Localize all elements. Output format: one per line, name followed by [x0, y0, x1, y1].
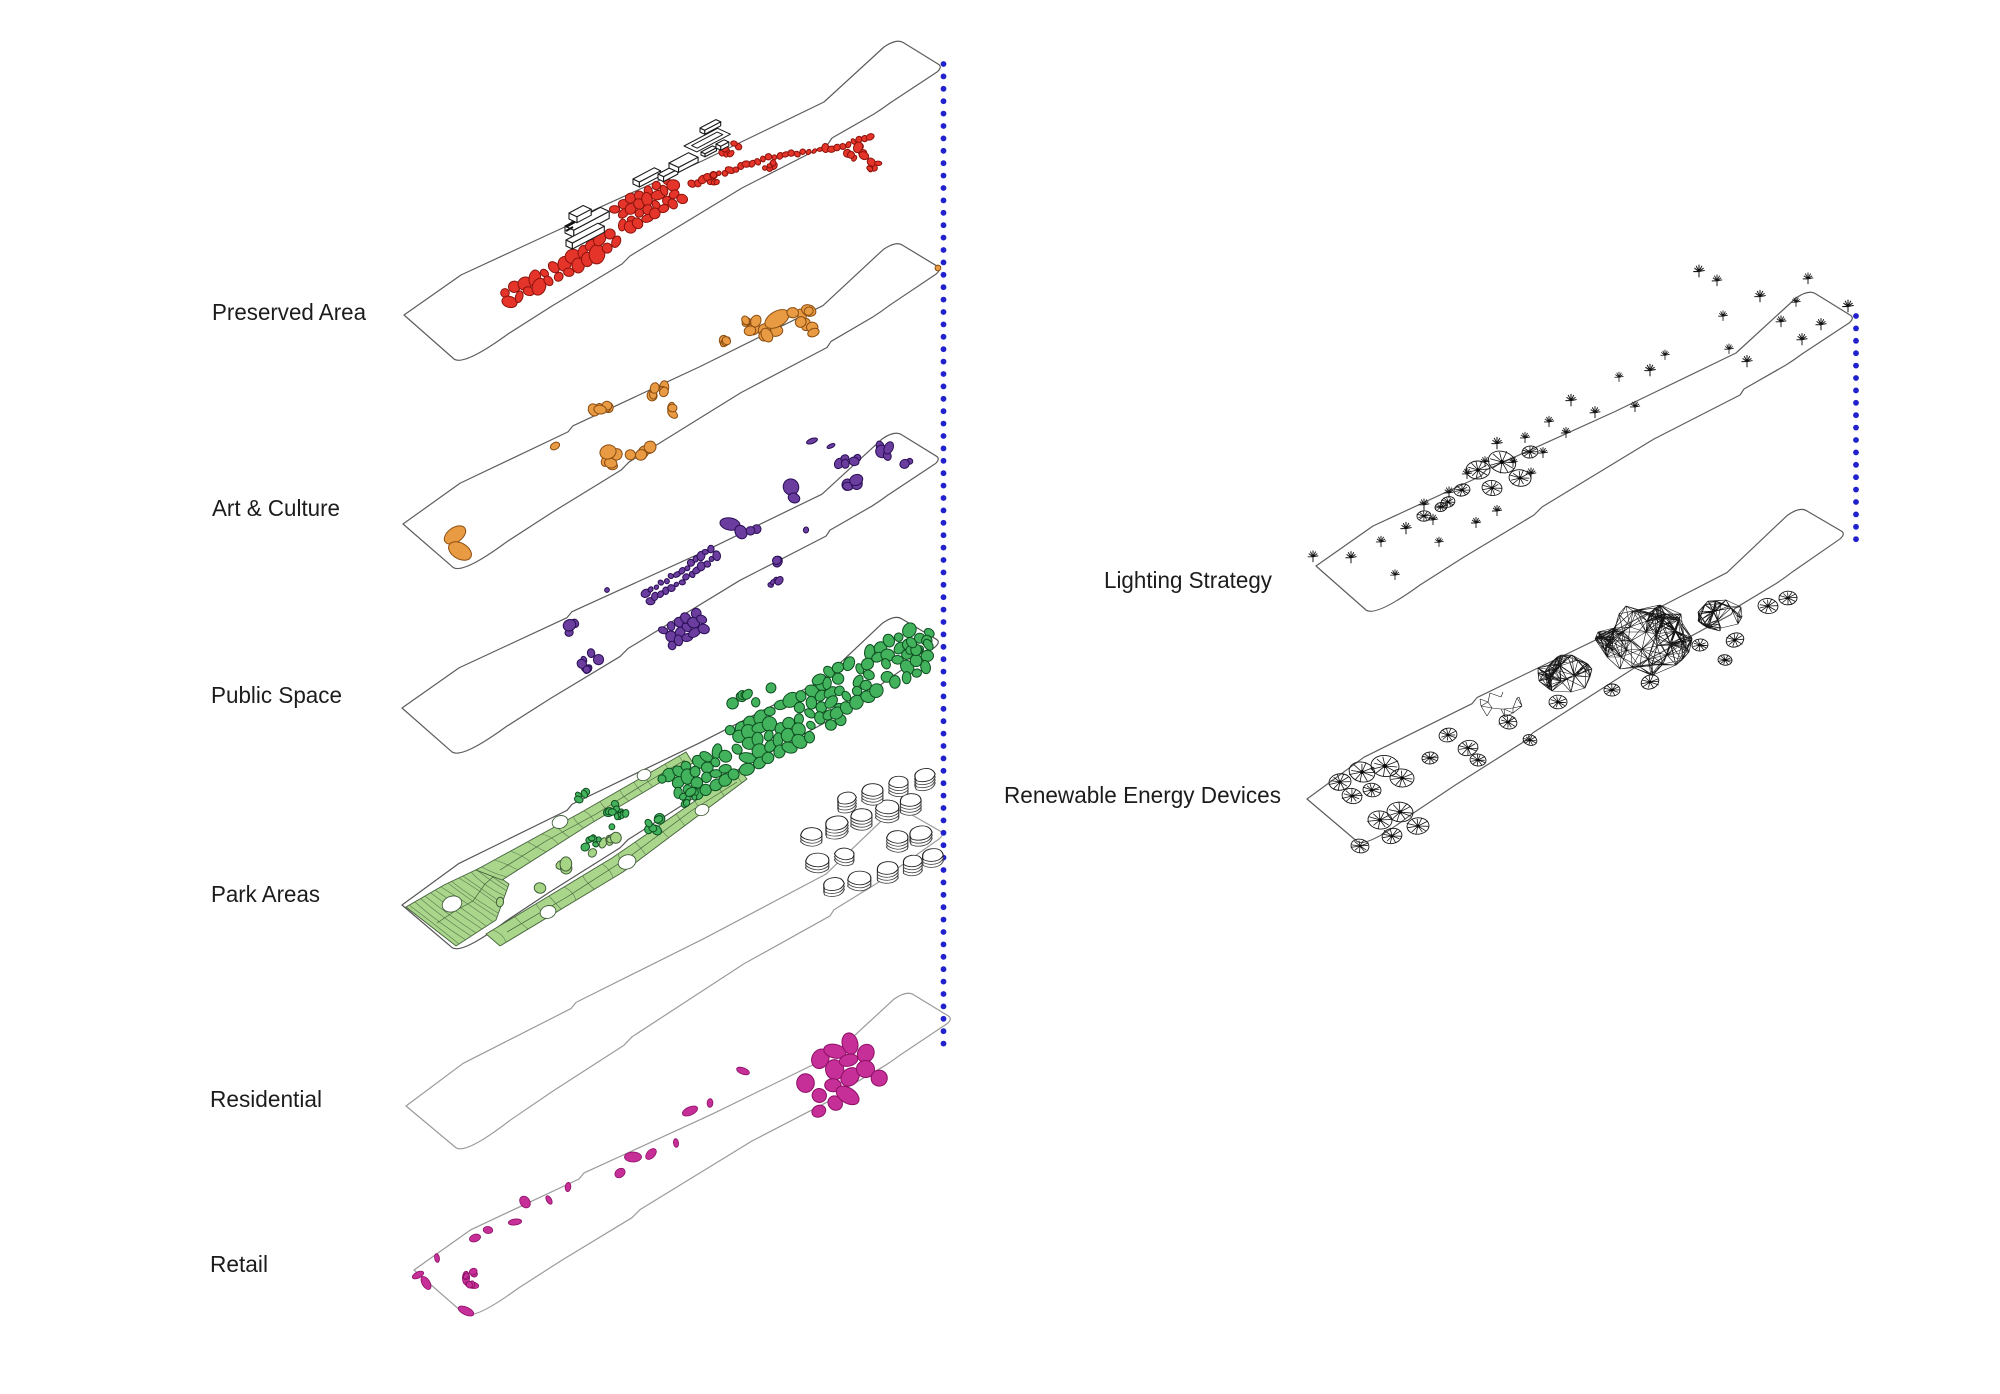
svg-text:Preserved Area: Preserved Area — [212, 299, 367, 325]
svg-text:Residential: Residential — [210, 1086, 322, 1112]
svg-text:Renewable Energy Devices: Renewable Energy Devices — [1004, 782, 1281, 808]
svg-text:Art & Culture: Art & Culture — [212, 495, 340, 521]
svg-text:Park Areas: Park Areas — [211, 881, 320, 907]
svg-text:Lighting Strategy: Lighting Strategy — [1104, 567, 1272, 593]
svg-text:Public Space: Public Space — [211, 682, 342, 708]
svg-text:Retail: Retail — [210, 1251, 268, 1277]
